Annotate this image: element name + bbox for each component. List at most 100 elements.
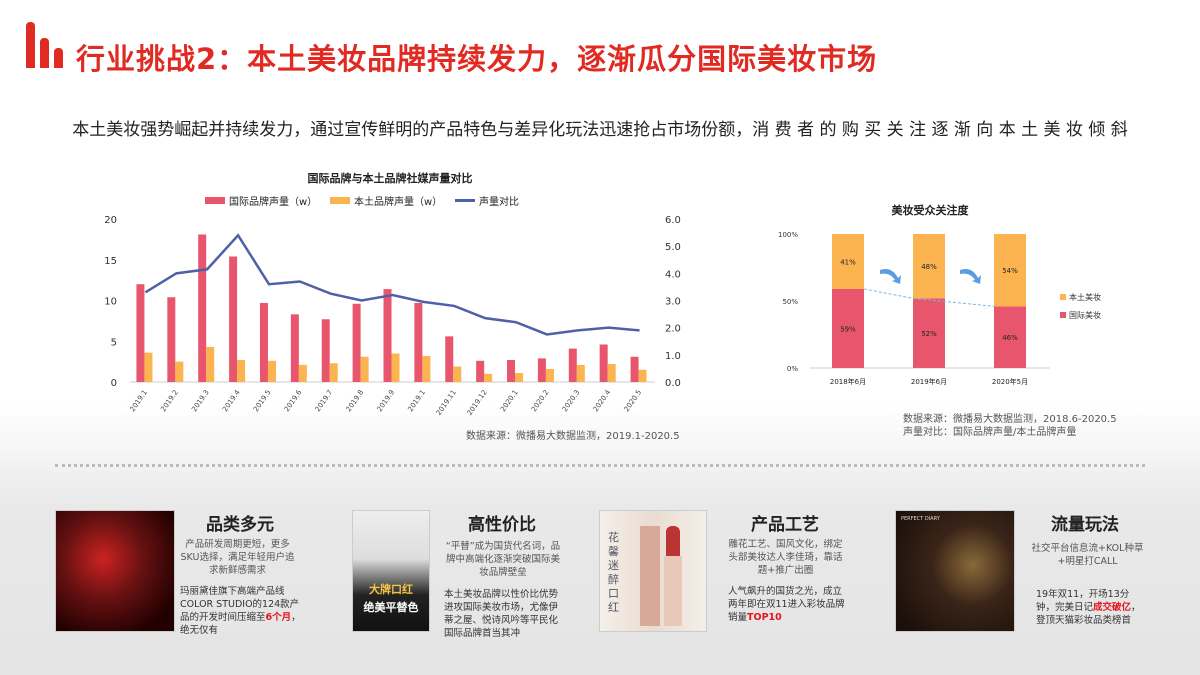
bar-local [298,364,307,382]
legend-swatch [330,197,350,204]
x-tick-label: 2019.6 [283,388,304,413]
card-image-influencer: 大牌口红 绝美平替色 [352,510,430,632]
bar-intl [321,319,330,382]
x-tick-label: 2020.1 [499,389,520,414]
card-image-perfect-diary: PERFECT DIARY [895,510,1015,632]
card-image-lipstick-display [55,510,175,632]
image-caption: 花 馨 迷 醉 口 红 [608,531,619,614]
y-tick-label: 20 [104,215,117,226]
data-label: 46% [1002,334,1018,342]
bar-local [545,368,554,382]
x-tick-label: 2019年6月 [911,377,947,386]
x-tick-label: 2019.8 [345,389,366,414]
page-subtitle: 本土美妆强势崛起并持续发力，通过宣传鲜明的产品特色与差异化玩法迅速抢占市场份额，… [72,120,1128,140]
card-text: 雕花工艺、国风文化，绑定头部美妆达人李佳琦，靠话题+推广出圈 [728,539,843,576]
card-title: 品类多元 [206,515,274,535]
bar-local [994,234,1026,307]
bar-local [607,364,616,382]
x-tick-label: 2020.3 [561,389,582,414]
x-tick-label: 2020.4 [592,388,613,413]
bar-intl [599,344,608,382]
bar-intl [229,256,238,382]
bar-local [237,359,246,382]
bar-local [913,234,945,299]
chart1-source: 数据来源：微播易大数据监测，2019.1-2020.5 [466,431,680,442]
image-caption: 大牌口红 [369,583,413,596]
bar-intl [352,303,361,382]
x-tick-label: 2019.1 [128,389,149,414]
bar-local [422,355,431,382]
legend-label: 国际美妆 [1069,310,1101,320]
card-image-lipstick: 花 馨 迷 醉 口 红 [599,510,707,632]
bar-intl [167,297,176,382]
x-tick-label: 2019.2 [159,389,180,414]
legend-ratio: 声量对比 [455,193,519,208]
bar-intl [445,336,454,382]
card-title: 流量玩法 [1051,515,1119,535]
y2-tick-label: 2.0 [665,324,681,335]
brand-logo [26,22,66,68]
card-text: 产品研发周期更短，更多SKU选择，满足年轻用户追求新鲜感需求 [180,539,295,576]
x-tick-label: 2020.2 [530,389,551,414]
bar-local [329,363,338,382]
arrow-icon [960,269,981,284]
bar-intl [994,306,1026,368]
card-title: 高性价比 [468,515,536,535]
lipstick-body [664,556,682,626]
x-tick-label: 2019.5 [252,389,273,414]
x-tick-label: 2019.7 [314,389,335,414]
card-text-2: 本土美妆品牌以性价比优势进攻国际美妆市场，尤像伊蒂之屋、悦诗风吟等平民化国际品牌… [444,589,559,639]
divider [55,464,1145,467]
bar-intl [476,360,485,382]
card-text: 社交平台信息流+KOL种草+明星打CALL [1031,543,1144,567]
x-tick-label: 2019.3 [190,389,211,414]
image-caption: 绝美平替色 [363,601,419,614]
y-tick-label: 50% [782,298,798,306]
y2-tick-label: 3.0 [665,297,681,308]
bar-intl [259,302,268,382]
y-tick-label: 10 [104,297,117,308]
lipstick-case [640,526,660,626]
bar-intl [630,356,639,382]
bar-intl [832,288,864,368]
bar-local [206,346,215,382]
x-tick-label: 2019.12 [466,389,489,417]
x-tick-label: 2019.4 [221,388,242,413]
page-title: 行业挑战2：本土美妆品牌持续发力，逐渐瓜分国际美妆市场 [76,42,878,76]
bar-local [638,369,647,382]
x-tick-label: 2020.5 [623,389,644,414]
legend-label: 本土品牌声量（w） [354,197,443,208]
legend-local: 本土品牌声量（w） [330,193,442,208]
bar-local [175,361,184,382]
chart2-note: 声量对比：国际品牌声量/本土品牌声量 [903,427,1077,438]
card-text-2: 19年双11，开场13分钟，完美日记成交破亿，登顶天猫彩妆品类榜首 [1036,589,1141,626]
legend-swatch [1060,312,1066,318]
x-tick-label: 2019.11 [435,389,458,417]
ratio-line [144,233,640,336]
chart2-title: 美妆受众关注度 [891,204,969,217]
trend-line [863,288,995,307]
bar-intl [507,359,516,382]
legend-label: 本土美妆 [1069,292,1101,302]
lipstick-bullet [666,526,680,556]
y2-tick-label: 6.0 [665,215,681,226]
chart2-source: 数据来源：微播易大数据监测，2018.6-2020.5 [903,414,1117,425]
arrow-icon [880,269,901,284]
bar-intl [136,284,145,382]
x-tick-label: 2019.9 [376,389,397,414]
legend-intl: 国际品牌声量（w） [205,193,317,208]
y2-tick-label: 4.0 [665,269,681,280]
legend-label: 国际品牌声量（w） [229,197,318,208]
bar-local [484,373,493,382]
legend-swatch [455,199,475,202]
bar-local [144,352,153,382]
y-tick-label: 5 [111,337,117,348]
y-tick-label: 100% [778,231,798,239]
data-label: 41% [840,258,856,266]
bar-local [267,360,276,382]
chart1-plot: 0 5 10 15 20 0.0 1.0 2.0 3.0 4.0 5.0 6.0 2019.1 2019.… [104,215,681,417]
x-tick-label: 2020年5月 [992,377,1028,386]
image-logo-text: PERFECT DIARY [901,516,940,522]
card-title: 产品工艺 [751,515,819,535]
bar-intl [198,234,207,382]
